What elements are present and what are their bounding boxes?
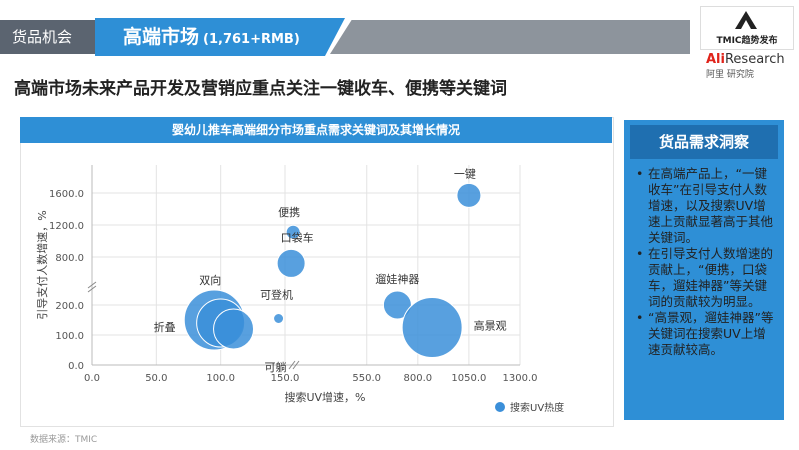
bubble-label: 口袋车 [281,230,314,244]
y-axis-title: 引导支付人数增速，% [35,210,49,319]
bubble-label: 一键 [454,166,476,180]
tmic-logo-text: TMIC趋势发布 [716,36,778,46]
bubble-高景观 [401,297,463,358]
x-tick-label: 1300.0 [503,373,538,384]
header-band [330,20,690,54]
section-label: 货品机会 [12,28,73,46]
bubble-label: 遛娃神器 [375,272,419,286]
y-tick-label: 100.0 [55,331,84,342]
aliresearch-sub: 阿里 研究院 [706,70,754,80]
y-tick-label: 1200.0 [49,221,84,232]
bubble-可躺 [213,308,255,350]
insight-title: 货品需求洞察 [630,125,778,159]
chart-title: 婴幼儿推车高端细分市场重点需求关键词及其增长情况 [20,117,612,143]
legend-label: 搜索UV热度 [510,401,564,414]
legend-marker [495,402,505,412]
x-tick-label: 800.0 [404,373,433,384]
bubble-label: 可躺 [265,360,287,374]
x-axis-break [292,360,300,370]
headline: 高端市场未来产品开发及营销应重点关注一键收车、便携等关键词 [14,79,507,99]
section-tab: 货品机会 [0,20,95,54]
tmic-logo: TMIC趋势发布 [700,6,794,50]
insight-list: 在高端产品上，“一键收车”在引导支付人数增速，以及搜索UV增速上贡献显著高于其他… [636,166,776,358]
insight-item: 在高端产品上，“一键收车”在引导支付人数增速，以及搜索UV增速上贡献显著高于其他… [636,166,776,246]
chart-panel [20,117,614,427]
x-tick-label: 0.0 [84,373,100,384]
tmic-logo-icon [735,11,757,29]
bubble-label: 可登机 [260,288,293,302]
insight-item: 在引导支付人数增速的贡献上，“便携，口袋车，遛娃神器”等关键词的贡献较为明显。 [636,246,776,310]
page-title-sub: (1,761+RMB) [203,32,300,47]
bubble-便携 [285,224,301,240]
bubble-可登机 [273,313,285,324]
y-axis-break [87,281,97,289]
x-axis-title: 搜索UV增速，% [284,390,365,404]
x-tick-label: 550.0 [352,373,381,384]
y-axis-break [87,285,97,293]
x-tick-label: 50.0 [145,373,167,384]
x-tick-label: 1050.0 [451,373,486,384]
data-source: 数据来源：TMIC [30,435,98,445]
aliresearch-logo: AliResearch [706,52,785,67]
x-tick-label: 100.0 [206,373,235,384]
y-tick-label: 200.0 [55,301,84,312]
y-tick-label: 800.0 [55,253,84,264]
x-tick-label: 150.0 [271,373,300,384]
x-axis-break [288,360,296,370]
page-title-text: 高端市场 [123,26,200,48]
page-title: 高端市场 (1,761+RMB) [95,18,345,56]
bubble-遛娃神器 [382,290,412,320]
bubble-label: 高景观 [474,319,507,333]
bubble-label: 双向 [199,273,221,287]
bubble-一键 [456,182,482,208]
bubble-label: 便携 [278,205,300,219]
bubble-口袋车 [276,248,306,278]
insight-item: “高景观，遛娃神器”等关键词在搜索UV上增速贡献较高。 [636,310,776,358]
bubble-chart: 0.0 50.0 100.0 150.0 550.0 800.0 1050.0 1300.0 0… [35,165,564,414]
y-tick-label: 1600.0 [49,189,84,200]
bubble-label: 折叠 [154,320,176,334]
y-tick-label: 0.0 [68,361,84,372]
